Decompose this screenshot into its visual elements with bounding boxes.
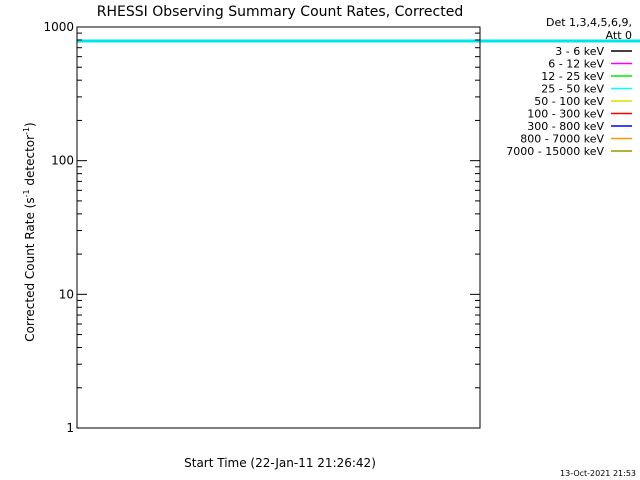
x-axis-label: Start Time (22-Jan-11 21:26:42) <box>184 456 376 470</box>
y-tick-label: 1 <box>66 421 74 435</box>
y-label-part: ) <box>23 122 37 127</box>
plot-frame <box>76 26 481 429</box>
y-label-sup: -1 <box>22 189 31 197</box>
svg-text:Corrected Count Rate (s-1 dete: Corrected Count Rate (s-1 detector-1) <box>22 122 37 341</box>
y-tick-label: 10 <box>59 287 74 301</box>
legend-entry-label: 7000 - 15000 keV <box>506 145 604 158</box>
chart-title: RHESSI Observing Summary Count Rates, Co… <box>97 4 463 20</box>
legend-entry-label: 300 - 800 keV <box>527 120 604 133</box>
y-label-part: Corrected Count Rate (s <box>23 197 37 341</box>
y-label-part: detector <box>23 135 37 190</box>
legend-header-line2: Att 0 <box>606 29 632 42</box>
y-tick-label: 1000 <box>43 20 74 34</box>
legend-entry-label: 25 - 50 keV <box>541 83 604 96</box>
legend-entry-label: 800 - 7000 keV <box>520 133 604 146</box>
plot-area: NF21:3021:4522:0022:1522:3022:4523:00110… <box>43 20 640 435</box>
y-tick-label: 100 <box>51 154 74 168</box>
legend-entry-label: 50 - 100 keV <box>534 95 604 108</box>
y-label-sup: -1 <box>22 127 31 135</box>
legend-entry-label: 12 - 25 keV <box>541 70 604 83</box>
legend-entry-label: 3 - 6 keV <box>555 45 604 58</box>
footer-date: 13-Oct-2021 21:53 <box>560 469 636 478</box>
legend-header-line1: Det 1,3,4,5,6,9, <box>546 16 632 29</box>
y-axis-label: Corrected Count Rate (s-1 detector-1) <box>22 122 37 341</box>
legend-entry-label: 6 - 12 keV <box>548 58 604 71</box>
legend-entry-label: 100 - 300 keV <box>527 108 604 121</box>
